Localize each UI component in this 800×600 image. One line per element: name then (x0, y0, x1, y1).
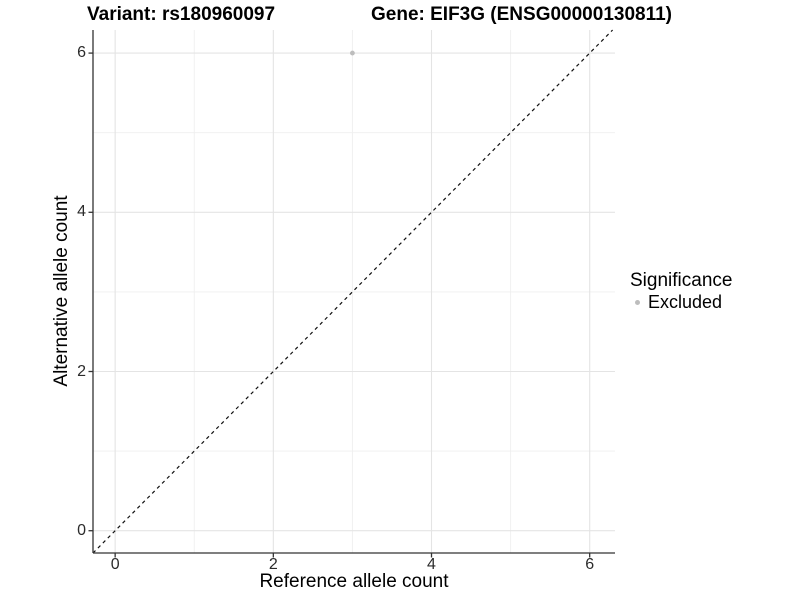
plot-title-gene: Gene: EIF3G (ENSG00000130811) (371, 4, 672, 25)
y-axis-title: Alternative allele count (51, 195, 72, 387)
x-axis-title: Reference allele count (259, 571, 449, 592)
legend-item-excluded: Excluded (630, 293, 732, 312)
data-point (350, 50, 355, 56)
legend-item-label: Excluded (648, 292, 723, 312)
legend-title: Significance (630, 270, 733, 291)
legend-point-icon (635, 300, 640, 305)
plot-title-variant: Variant: rs180960097 (87, 4, 276, 25)
legend: Significance Excluded (630, 270, 732, 312)
